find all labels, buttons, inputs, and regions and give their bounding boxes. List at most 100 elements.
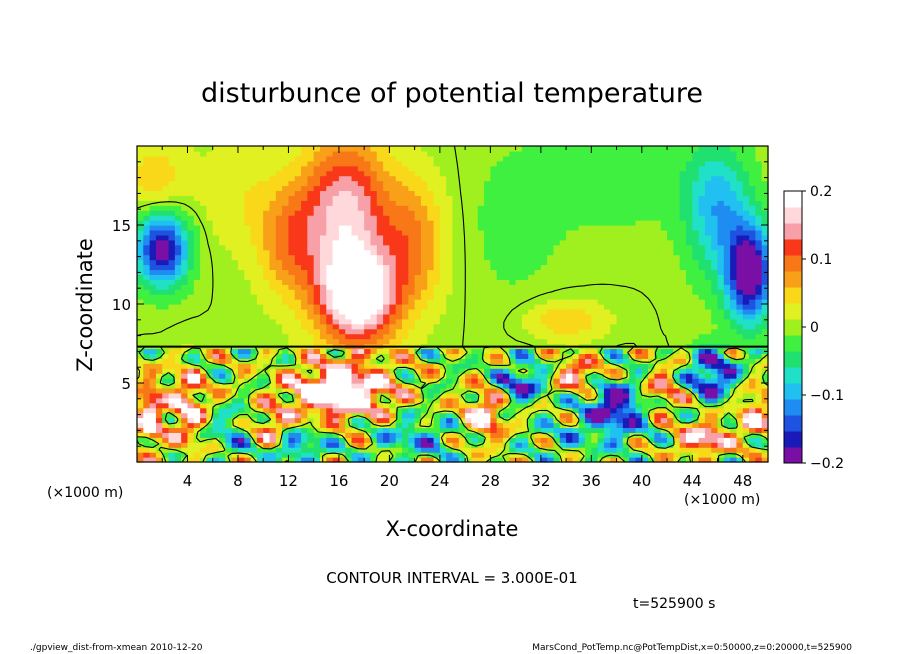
heatmap-cell [395,392,403,399]
heatmap-cell [231,417,239,424]
heatmap-cell [187,284,195,290]
heatmap-cell [256,289,264,295]
heatmap-cell [364,368,372,374]
heatmap-cell [452,323,460,330]
heatmap-cell [578,195,586,201]
heatmap-cell [553,150,561,157]
heatmap-cell [294,452,302,458]
heatmap-cell [288,146,296,152]
heatmap-cell [515,205,523,211]
heatmap-cell [313,318,321,325]
heatmap-cell [231,249,239,256]
heatmap-cell [490,313,498,320]
heatmap-cell [427,387,435,394]
heatmap-cell [155,412,163,419]
heatmap-cell [307,304,315,310]
heatmap-cell [282,170,290,177]
heatmap-cell [219,387,226,394]
heatmap-cell [502,150,510,157]
heatmap-cell [465,299,473,305]
heatmap-cell [231,353,239,359]
heatmap-cell [578,244,586,251]
heatmap-cell [585,294,592,300]
heatmap-cell [313,239,321,246]
heatmap-cell [547,160,555,167]
heatmap-cell [244,279,252,285]
heatmap-cell [509,304,517,310]
heatmap-cell [559,452,567,458]
heatmap-cell [427,457,435,463]
heatmap-cell [263,200,271,206]
heatmap-cell [465,239,473,246]
heatmap-cell [559,239,567,246]
heatmap-cell [269,244,277,251]
heatmap-cell [250,254,258,261]
heatmap-cell [275,146,283,152]
heatmap-cell [484,358,491,364]
heatmap-cell [225,170,233,177]
heatmap-cell [395,323,403,330]
heatmap-cell [250,190,258,196]
heatmap-cell [490,338,498,345]
heatmap-cell [370,402,378,409]
heatmap-cell [389,269,397,275]
heatmap-cell [414,239,422,246]
heatmap-cell [370,447,378,453]
heatmap-cell [326,254,334,261]
heatmap-cell [465,160,473,167]
heatmap-cell [345,170,353,177]
heatmap-cell [452,348,460,354]
heatmap-cell [187,190,195,196]
heatmap-cell [566,402,573,409]
heatmap-cell [275,318,283,325]
heatmap-cell [585,185,592,192]
heatmap-cell [364,220,372,226]
heatmap-cell [547,150,555,157]
heatmap-cell [433,234,441,241]
heatmap-cell [572,170,580,177]
heatmap-cell [414,185,422,192]
heatmap-cell [610,205,618,211]
heatmap-cell [225,269,233,275]
heatmap-cell [187,234,195,241]
heatmap-cell [206,205,214,211]
heatmap-cell [187,200,195,206]
heatmap-cell [603,308,611,315]
heatmap-cell [383,432,390,438]
heatmap-cell [591,304,599,310]
heatmap-cell [408,264,416,271]
heatmap-cell [427,442,435,448]
heatmap-cell [439,338,447,345]
heatmap-cell [471,279,479,285]
heatmap-cell [616,457,624,463]
heatmap-cell [212,328,220,335]
heatmap-cell [559,269,567,275]
heatmap-cell [509,185,517,192]
heatmap-cell [566,378,573,384]
heatmap-cell [193,254,201,261]
heatmap-cell [395,284,403,290]
heatmap-cell [149,348,157,354]
heatmap-cell [439,392,447,399]
heatmap-cell [364,387,372,394]
heatmap-cell [452,294,460,300]
heatmap-cell [553,333,561,340]
heatmap-cell [402,249,409,256]
heatmap-cell [458,338,466,345]
heatmap-cell [484,402,491,409]
heatmap-cell [477,392,485,399]
heatmap-cell [294,195,302,201]
heatmap-cell [313,299,321,305]
heatmap-cell [288,452,296,458]
heatmap-cell [547,210,555,216]
heatmap-cell [212,185,220,192]
heatmap-cell [174,284,182,290]
heatmap-cell [477,318,485,325]
heatmap-cell [200,422,208,429]
heatmap-cell [490,397,498,404]
heatmap-cell [269,215,277,221]
heatmap-cell [193,437,201,443]
heatmap-cell [338,422,346,429]
heatmap-cell [288,294,296,300]
heatmap-cell [471,437,479,443]
